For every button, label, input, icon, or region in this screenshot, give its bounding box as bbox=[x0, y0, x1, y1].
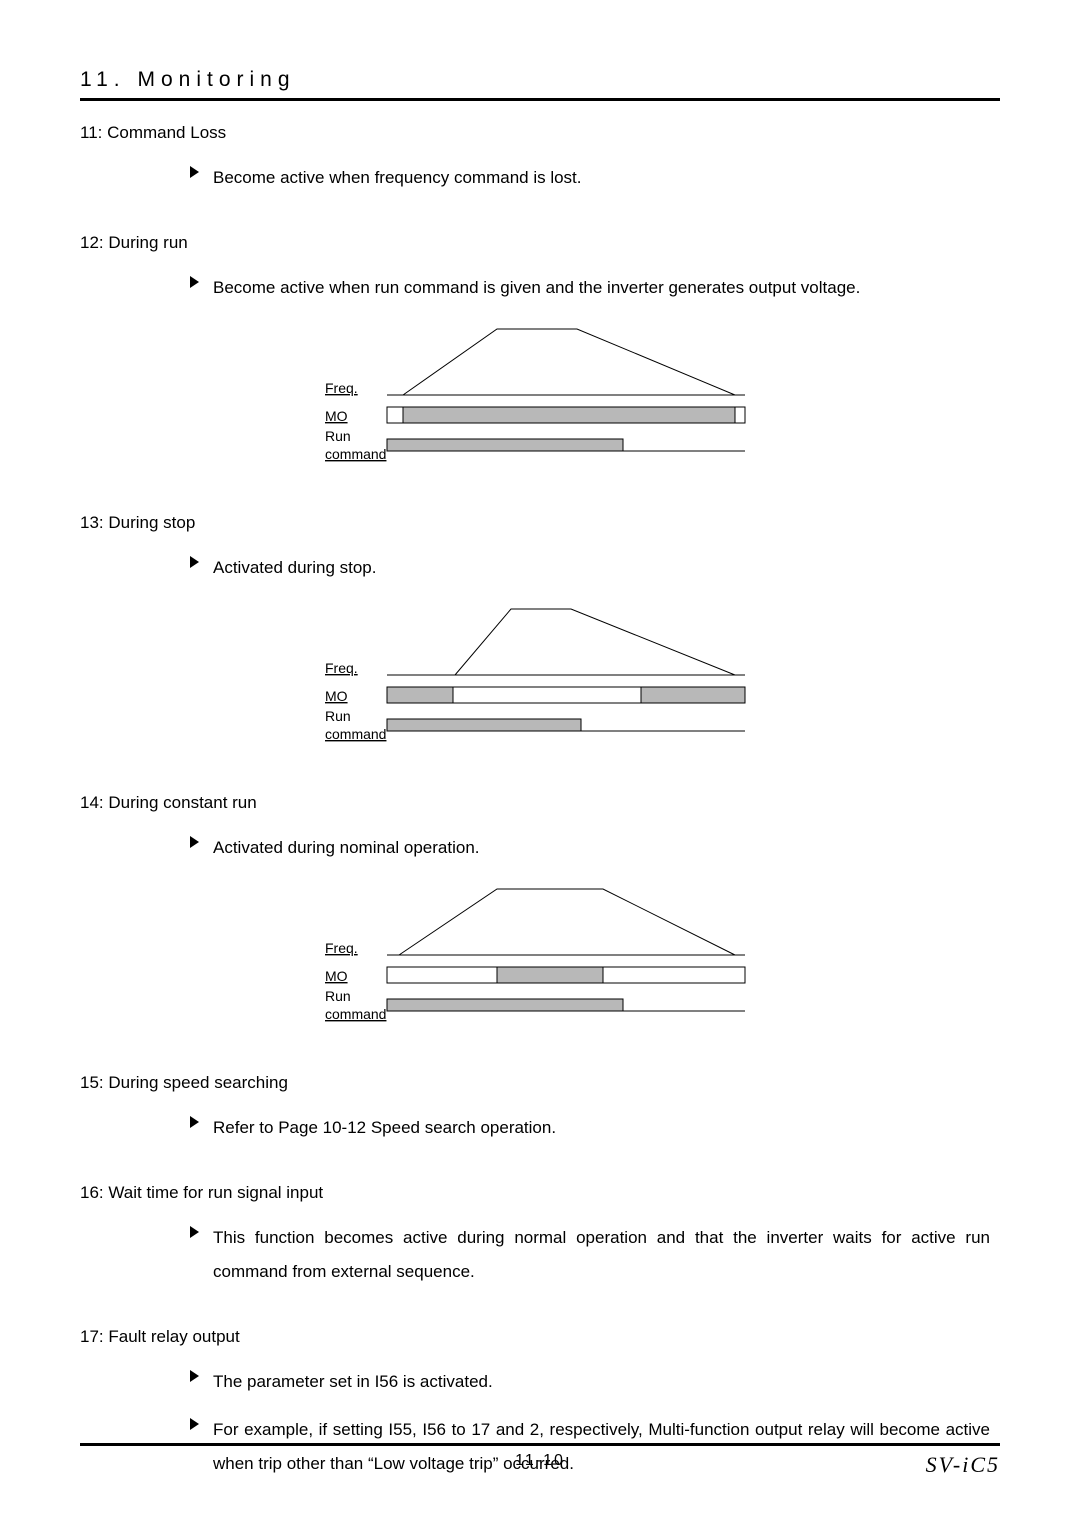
bullet-text: Activated during nominal operation. bbox=[213, 831, 990, 865]
diagram-wrap: Freq. MO Run command bbox=[325, 323, 755, 473]
item-label: 12: During run bbox=[80, 233, 1000, 253]
triangle-right-icon bbox=[190, 166, 199, 178]
bullet-text: Activated during stop. bbox=[213, 551, 990, 585]
run-label-2: command bbox=[325, 726, 386, 742]
triangle-right-icon bbox=[190, 836, 199, 848]
item-label: 14: During constant run bbox=[80, 793, 1000, 813]
mo-label: MO bbox=[325, 408, 348, 424]
bullet-text: Become active when run command is given … bbox=[213, 271, 990, 305]
bullet-row: The parameter set in I56 is activated. bbox=[190, 1365, 990, 1399]
header-rule bbox=[80, 98, 1000, 101]
mo-label: MO bbox=[325, 688, 348, 704]
bullet-row: Activated during nominal operation. bbox=[190, 831, 990, 865]
page-number: 11-10 bbox=[515, 1452, 565, 1470]
mo-active-1 bbox=[641, 687, 745, 703]
diagram-wrap: Freq. MO Run command bbox=[325, 883, 755, 1033]
freq-label: Freq. bbox=[325, 380, 358, 396]
triangle-right-icon bbox=[190, 1226, 199, 1238]
footer-rule bbox=[80, 1443, 1000, 1446]
bullet-row: Activated during stop. bbox=[190, 551, 990, 585]
spacer bbox=[80, 1495, 1000, 1519]
run-label-1: Run bbox=[325, 708, 351, 724]
section-header: 11. Monitoring bbox=[80, 68, 1000, 96]
run-active-0 bbox=[387, 719, 581, 731]
triangle-right-icon bbox=[190, 1370, 199, 1382]
mo-active-0 bbox=[403, 407, 735, 423]
item-label: 13: During stop bbox=[80, 513, 1000, 533]
mo-label: MO bbox=[325, 968, 348, 984]
bullet-text: The parameter set in I56 is activated. bbox=[213, 1365, 990, 1399]
model-label: SV-iC5 bbox=[926, 1452, 1000, 1478]
run-label-2: command bbox=[325, 446, 386, 462]
bullet-row: Refer to Page 10-12 Speed search operati… bbox=[190, 1111, 990, 1145]
freq-label: Freq. bbox=[325, 660, 358, 676]
triangle-right-icon bbox=[190, 1116, 199, 1128]
timing-diagram: Freq. MO Run command bbox=[325, 323, 755, 473]
freq-label: Freq. bbox=[325, 940, 358, 956]
bullet-row: Become active when frequency command is … bbox=[190, 161, 990, 195]
mo-active-0 bbox=[387, 687, 453, 703]
spacer bbox=[80, 209, 1000, 233]
mo-active-0 bbox=[497, 967, 603, 983]
timing-diagram: Freq. MO Run command bbox=[325, 883, 755, 1033]
bullet-text: This function becomes active during norm… bbox=[213, 1221, 990, 1289]
triangle-right-icon bbox=[190, 1418, 199, 1430]
bullet-text: Refer to Page 10-12 Speed search operati… bbox=[213, 1111, 990, 1145]
run-label-2: command bbox=[325, 1006, 386, 1022]
run-active-0 bbox=[387, 439, 623, 451]
page: 11. Monitoring 11: Command Loss Become ac… bbox=[0, 0, 1080, 1528]
freq-trapezoid bbox=[455, 609, 735, 675]
run-label-1: Run bbox=[325, 988, 351, 1004]
run-active-0 bbox=[387, 999, 623, 1011]
triangle-right-icon bbox=[190, 276, 199, 288]
triangle-right-icon bbox=[190, 556, 199, 568]
diagram-wrap: Freq. MO Run command bbox=[325, 603, 755, 753]
bullet-row: Become active when run command is given … bbox=[190, 271, 990, 305]
freq-trapezoid bbox=[399, 889, 735, 955]
item-label: 16: Wait time for run signal input bbox=[80, 1183, 1000, 1203]
spacer bbox=[80, 1159, 1000, 1183]
item-label: 15: During speed searching bbox=[80, 1073, 1000, 1093]
spacer bbox=[80, 1303, 1000, 1327]
freq-trapezoid bbox=[403, 329, 735, 395]
content-area: 11: Command Loss Become active when frequ… bbox=[80, 123, 1000, 1519]
footer-row: . 11-10 SV-iC5 bbox=[80, 1452, 1000, 1478]
bullet-row: This function becomes active during norm… bbox=[190, 1221, 990, 1289]
run-label-1: Run bbox=[325, 428, 351, 444]
item-label: 11: Command Loss bbox=[80, 123, 1000, 143]
footer: . 11-10 SV-iC5 bbox=[80, 1443, 1000, 1478]
item-label: 17: Fault relay output bbox=[80, 1327, 1000, 1347]
timing-diagram: Freq. MO Run command bbox=[325, 603, 755, 753]
bullet-text: Become active when frequency command is … bbox=[213, 161, 990, 195]
